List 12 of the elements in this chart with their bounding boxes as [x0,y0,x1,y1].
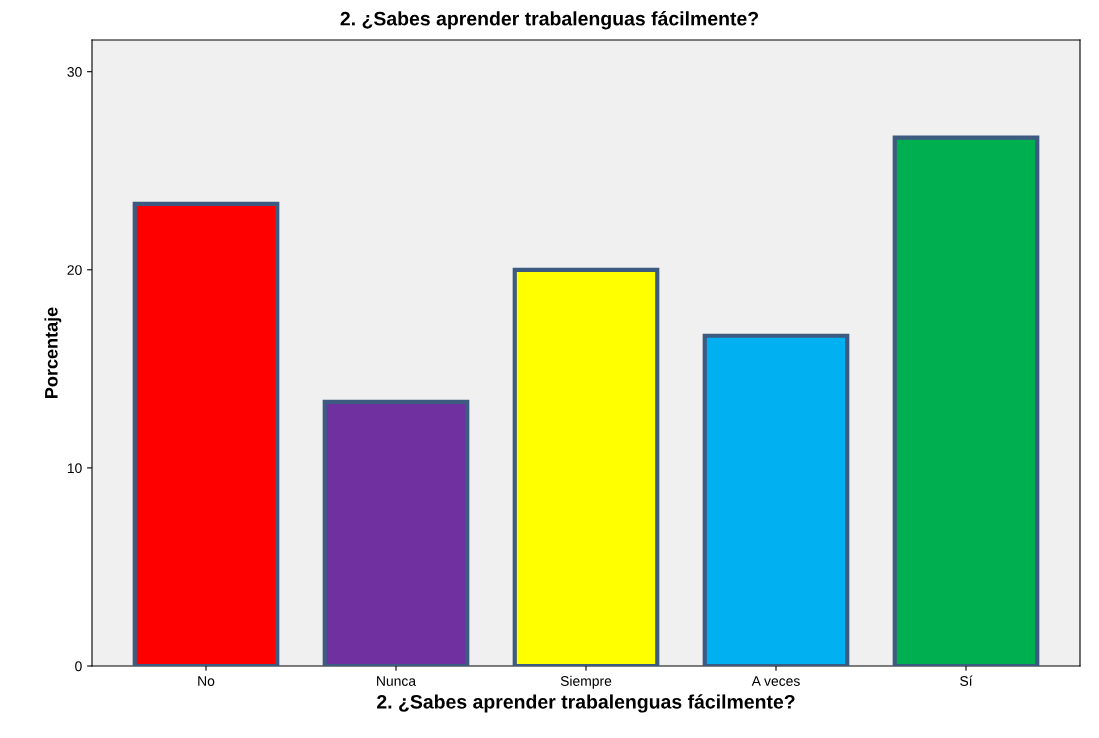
y-tick-label: 0 [75,661,82,672]
x-tick-label: No [198,676,215,686]
x-tick-label: Nunca [377,676,417,686]
y-axis-title: Porcentaje [44,307,62,398]
y-tick-label: 30 [67,67,82,77]
x-axis-title: 2. ¿Sabes aprender trabalenguas fácilmente? [377,694,795,713]
y-tick-label: 10 [67,463,82,474]
chart-title: 2. ¿Sabes aprender trabalenguas fácilmente? [340,11,759,30]
x-tick-label: A veces [751,676,800,686]
x-tick-label: Sí [960,675,973,686]
y-tick-label: 20 [67,265,82,275]
x-tick-label: Siempre [560,675,612,689]
